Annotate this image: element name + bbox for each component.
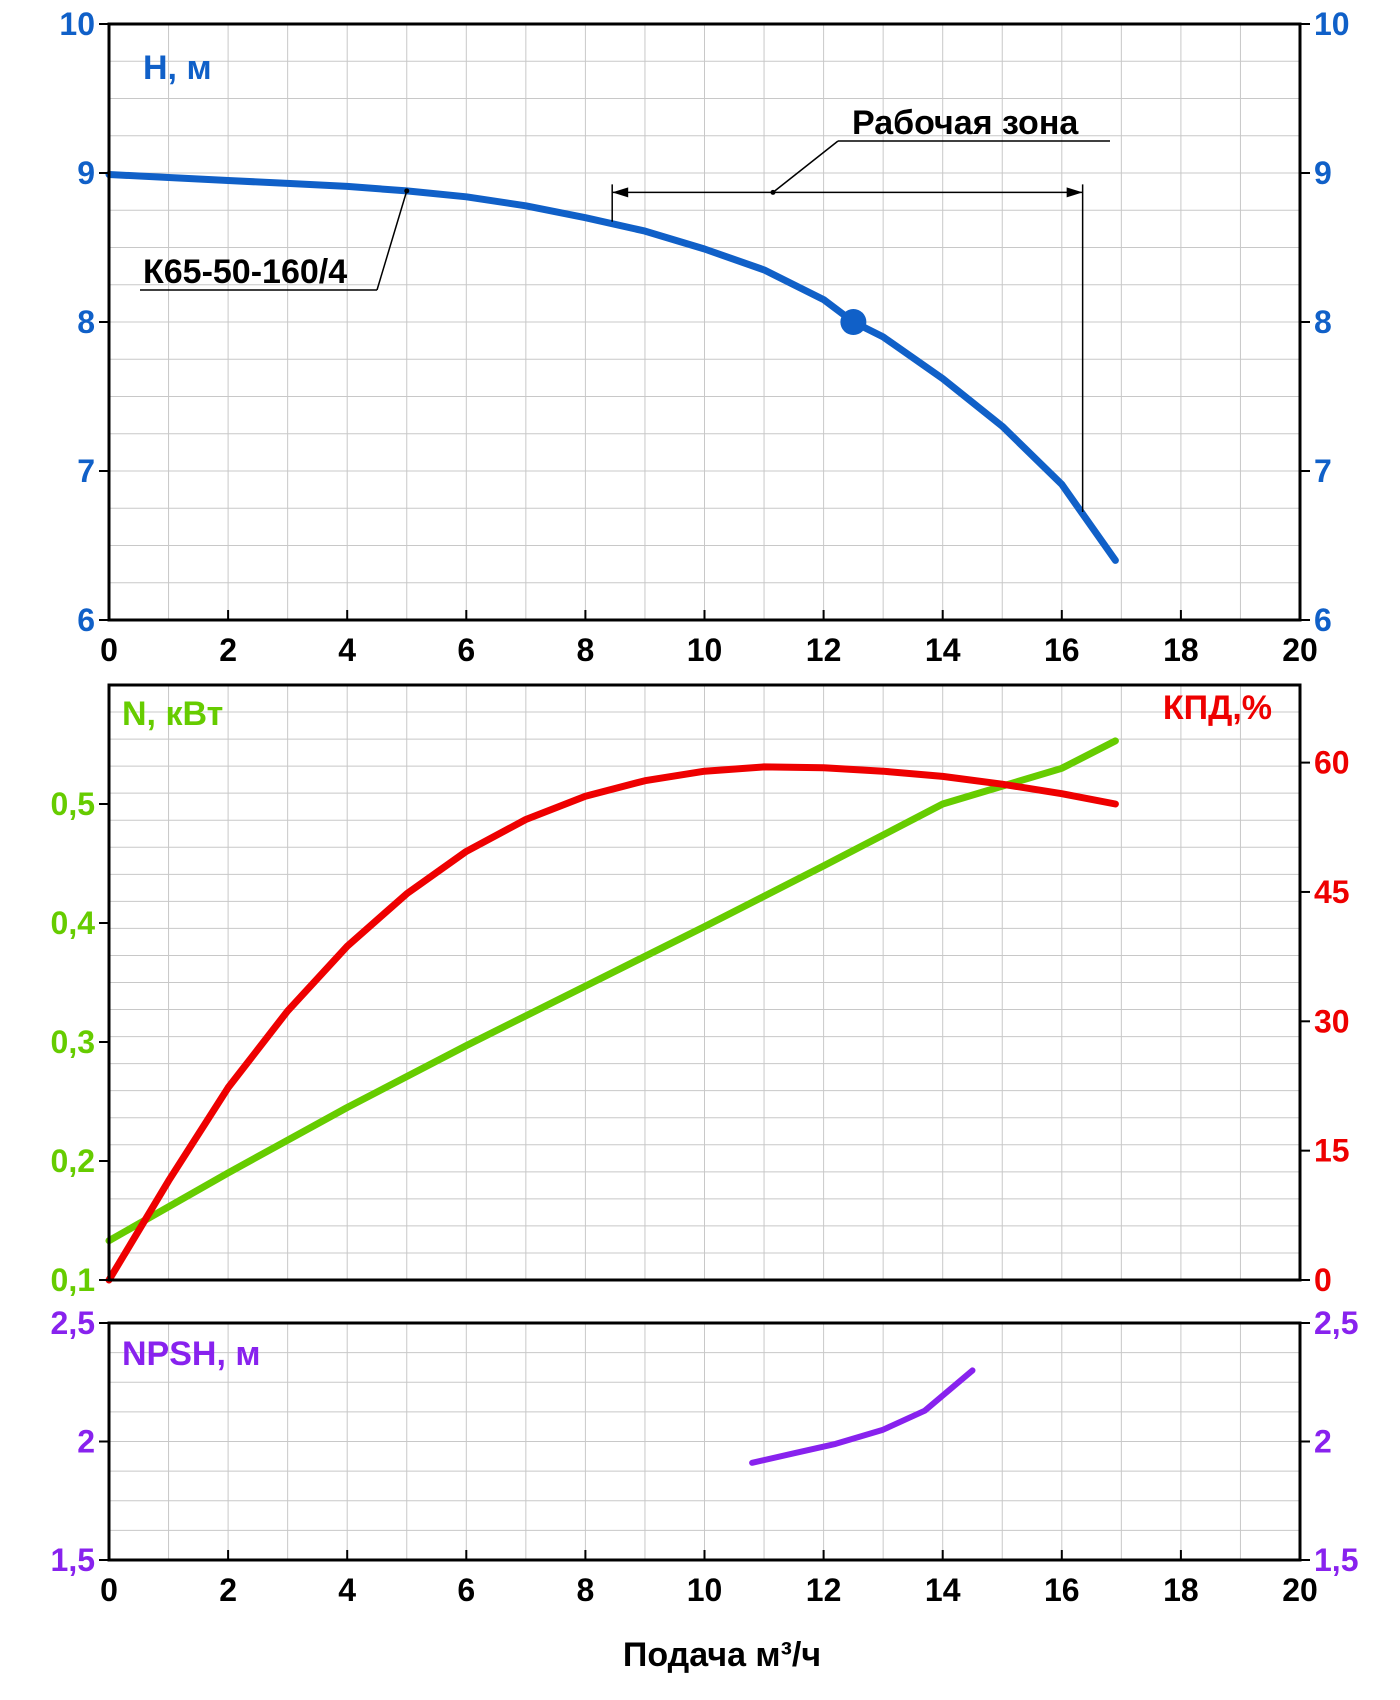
y-tick-label-left: 9 (77, 155, 95, 191)
power-tick-label: 0,3 (51, 1024, 95, 1060)
x-tick-label: 16 (1044, 1572, 1080, 1608)
x-tick-label: 10 (687, 1572, 723, 1608)
operating-point (840, 309, 867, 335)
npsh-tick-label-right: 1,5 (1314, 1542, 1358, 1578)
npsh-tick-label-right: 2 (1314, 1424, 1332, 1460)
x-tick-label: 6 (457, 1572, 475, 1608)
y-tick-label-right: 9 (1314, 155, 1332, 191)
x-tick-label: 0 (100, 1572, 118, 1608)
x-tick-label: 8 (577, 632, 595, 668)
curves-layer (105, 140, 1119, 1466)
x-tick-label: 2 (219, 632, 237, 668)
y-tick-label-right: 6 (1314, 602, 1332, 638)
power-tick-label: 0,5 (51, 786, 95, 822)
curve-label: К65-50-160/4 (143, 253, 347, 291)
x-tick-label: 12 (806, 632, 842, 668)
efficiency-curve (105, 763, 1119, 1284)
efficiency-tick-label: 30 (1314, 1003, 1350, 1039)
npsh-tick-label-left: 1,5 (51, 1542, 95, 1578)
head-axis-title: H, м (143, 49, 212, 87)
power-tick-label: 0,1 (51, 1262, 95, 1298)
y-tick-label-right: 8 (1314, 304, 1332, 340)
x-tick-label: 14 (925, 632, 961, 668)
x-tick-label: 10 (687, 632, 723, 668)
x-tick-label: 8 (577, 1572, 595, 1608)
npsh-curve (749, 1367, 976, 1466)
working-zone-arrow-left (612, 187, 629, 198)
x-tick-label: 20 (1282, 632, 1318, 668)
y-tick-label-left: 7 (77, 453, 95, 489)
head-curve (105, 171, 1119, 564)
x-tick-label: 6 (457, 632, 475, 668)
efficiency-tick-label: 0 (1314, 1262, 1332, 1298)
npsh-tick-label-left: 2,5 (51, 1305, 95, 1341)
frames-layer (99, 22, 1310, 1562)
curve-label-leader (376, 190, 408, 291)
npsh-tick-label-left: 2 (77, 1424, 95, 1460)
y-tick-label-left: 8 (77, 304, 95, 340)
x-tick-label: 2 (219, 1572, 237, 1608)
curve-label-leader-dot (404, 188, 410, 194)
working-zone-leader (772, 140, 839, 193)
power-tick-label: 0,2 (51, 1143, 95, 1179)
working-zone-leader-dot (770, 189, 776, 195)
x-tick-label: 4 (338, 1572, 356, 1608)
panel-frame-2 (107, 683, 1302, 1282)
efficiency-axis-title: КПД,% (1163, 689, 1272, 727)
x-axis-title: Подача м³/ч (623, 1636, 821, 1674)
x-tick-label: 18 (1163, 632, 1199, 668)
labels-layer: 6 67 78 89 910 100 2 4 6 8 10 12 14 16 18 20H, мРабочая… (51, 6, 1359, 1674)
working-zone-arrow-right (1066, 187, 1083, 198)
x-tick-label: 4 (338, 632, 356, 668)
power-tick-label: 0,4 (51, 905, 96, 941)
efficiency-tick-label: 15 (1314, 1133, 1350, 1169)
efficiency-tick-label: 60 (1314, 745, 1350, 781)
npsh-axis-title: NPSH, м (122, 1335, 261, 1373)
y-tick-label-right: 7 (1314, 453, 1332, 489)
y-tick-label-right: 10 (1314, 6, 1350, 42)
x-tick-label: 12 (806, 1572, 842, 1608)
power-curve (105, 737, 1119, 1245)
power-axis-title: N, кВт (122, 695, 223, 733)
x-tick-label: 14 (925, 1572, 961, 1608)
x-tick-label: 0 (100, 632, 118, 668)
x-tick-label: 16 (1044, 632, 1080, 668)
x-tick-label: 20 (1282, 1572, 1318, 1608)
x-tick-label: 18 (1163, 1572, 1199, 1608)
efficiency-tick-label: 45 (1314, 874, 1350, 910)
y-tick-label-left: 6 (77, 602, 95, 638)
y-tick-label-left: 10 (59, 6, 95, 42)
npsh-tick-label-right: 2,5 (1314, 1305, 1358, 1341)
working-zone-label: Рабочая зона (852, 104, 1079, 142)
